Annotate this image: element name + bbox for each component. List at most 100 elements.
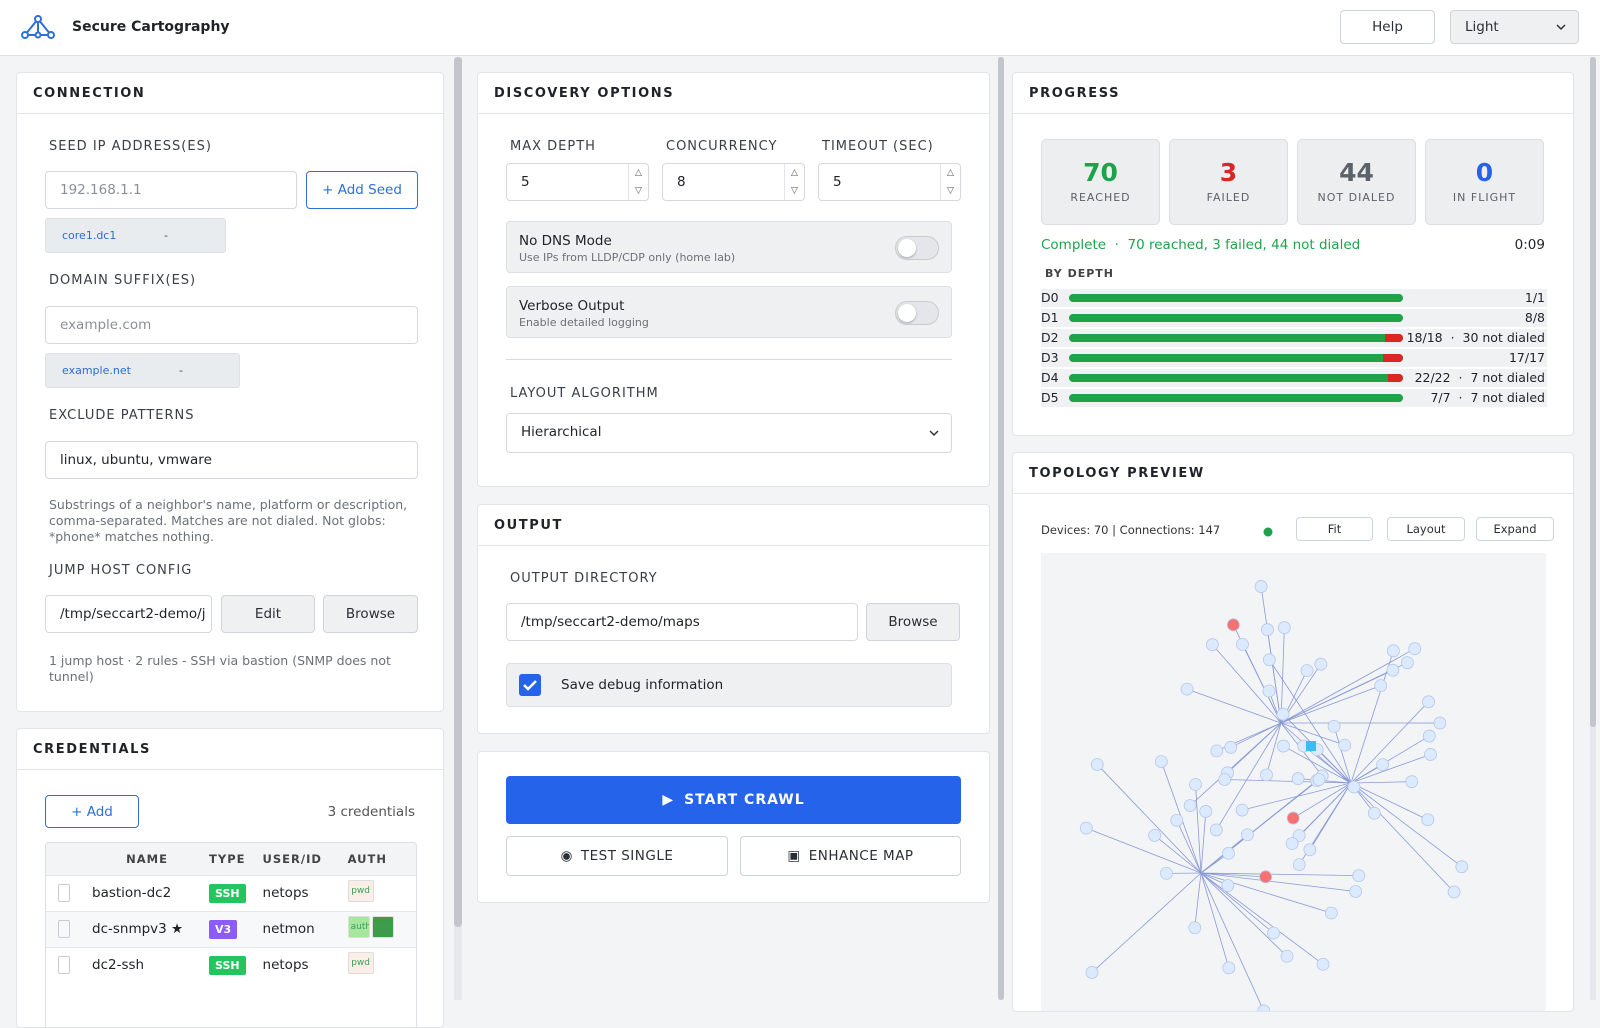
topology-edge — [1351, 782, 1412, 783]
topology-node — [1267, 927, 1279, 939]
topology-node — [1223, 962, 1235, 974]
header: Secure Cartography Help Light — [0, 0, 1600, 56]
number-input[interactable]: 5△▽ — [506, 163, 649, 201]
topology-node — [1277, 708, 1289, 720]
jump-input[interactable]: /tmp/seccart2-demo/j — [45, 595, 212, 633]
theme-select[interactable]: Light — [1450, 10, 1579, 44]
depth-bar — [1069, 374, 1403, 382]
topology-node — [1206, 639, 1218, 651]
scroll-thumb[interactable] — [998, 57, 1004, 1000]
topology-node — [1260, 871, 1272, 883]
credential-name: dc2-ssh — [86, 947, 208, 983]
browse-button[interactable]: Browse — [323, 595, 418, 633]
checkbox[interactable] — [519, 674, 541, 696]
topology-edge — [1097, 764, 1201, 873]
row-checkbox[interactable] — [58, 884, 70, 902]
topology-canvas[interactable] — [1041, 553, 1546, 1012]
topology-node — [1353, 870, 1365, 882]
scrollbar[interactable] — [998, 57, 1004, 1000]
topology-edge — [1351, 736, 1429, 783]
jump-status: 1 jump host · 2 rules - SSH via bastion … — [49, 653, 414, 685]
depth-label: D1 — [1041, 310, 1059, 325]
row-checkbox[interactable] — [58, 920, 70, 938]
topology-node — [1328, 720, 1340, 732]
layout-button[interactable]: Layout — [1387, 517, 1465, 541]
depth-text: 18/18 · 30 not dialed — [1407, 330, 1545, 345]
add-seed-button[interactable]: + Add Seed — [306, 171, 418, 209]
spinner[interactable]: △▽ — [784, 164, 804, 201]
toggle-label: No DNS Mode — [519, 233, 612, 249]
auth-badge: auth — [348, 916, 370, 938]
topology-edge — [1351, 702, 1429, 783]
chip-remove[interactable]: - — [164, 229, 168, 242]
scroll-thumb[interactable] — [454, 57, 462, 927]
toggle-switch[interactable] — [895, 236, 939, 260]
add-credential-button[interactable]: + Add — [45, 795, 139, 828]
topology-edge — [1281, 649, 1415, 723]
depth-bar-failed — [1388, 374, 1403, 382]
topology-edge — [1351, 783, 1462, 867]
chip-remove[interactable]: - — [179, 364, 183, 377]
chip-label: example.net — [62, 364, 131, 377]
scrollbar[interactable] — [1590, 57, 1596, 1000]
depth-label: D5 — [1041, 390, 1059, 405]
row-checkbox[interactable] — [58, 956, 70, 974]
topology-edge — [1281, 670, 1393, 723]
credential-name: dc-snmpv3 ★ — [86, 911, 208, 947]
edit-button[interactable]: Edit — [221, 595, 315, 633]
label: JUMP HOST CONFIG — [49, 563, 192, 578]
topology-node — [1281, 950, 1293, 962]
domain-input[interactable]: example.com — [45, 306, 418, 344]
topology-node — [1387, 664, 1399, 676]
toggle-label: Verbose Output — [519, 298, 624, 314]
browse-button[interactable]: Browse — [866, 603, 960, 641]
seed-input[interactable]: 192.168.1.1 — [45, 171, 297, 209]
fit-button[interactable]: Fit — [1296, 517, 1373, 541]
start-crawl-button[interactable]: ▶START CRAWL — [506, 776, 961, 824]
panel-title: CREDENTIALS — [17, 729, 443, 770]
scrollbar[interactable] — [454, 57, 462, 1000]
output-dir-input[interactable]: /tmp/seccart2-demo/maps — [506, 603, 858, 641]
depth-label: D2 — [1041, 330, 1059, 345]
topology-hub — [1306, 741, 1316, 751]
spinner[interactable]: △▽ — [940, 164, 960, 201]
topology-node — [1255, 581, 1267, 593]
output-panel: OUTPUT OUTPUT DIRECTORY /tmp/seccart2-de… — [477, 504, 990, 734]
button-label: TEST SINGLE — [581, 848, 674, 864]
stat-value: 44 — [1298, 158, 1415, 187]
connection-panel: CONNECTION SEED IP ADDRESS(ES) 192.168.1… — [16, 72, 444, 712]
enhance-map-button[interactable]: ▣ENHANCE MAP — [740, 836, 961, 876]
theme-value: Light — [1465, 19, 1499, 35]
layout-select[interactable]: Hierarchical — [506, 413, 952, 453]
topology-node — [1223, 847, 1235, 859]
label: SEED IP ADDRESS(ES) — [49, 139, 212, 154]
page: Secure Cartography Help Light CONNECTION… — [0, 0, 1600, 1000]
scroll-thumb[interactable] — [1590, 57, 1596, 727]
topology-node — [1387, 645, 1399, 657]
exclude-input[interactable]: linux, ubuntu, vmware — [45, 441, 418, 479]
auth-badge: priv — [372, 916, 394, 938]
credential-user: netops — [262, 947, 347, 983]
toggle-switch[interactable] — [895, 301, 939, 325]
spinner[interactable]: △▽ — [628, 164, 648, 201]
credential-user: netmon — [262, 911, 347, 947]
expand-button[interactable]: Expand — [1476, 517, 1554, 541]
number-input[interactable]: 8△▽ — [662, 163, 805, 201]
number-input[interactable]: 5△▽ — [818, 163, 961, 201]
topology-info: Devices: 70 | Connections: 147 — [1041, 523, 1220, 537]
topology-node — [1406, 776, 1418, 788]
topology-node — [1190, 778, 1202, 790]
help-button[interactable]: Help — [1340, 10, 1435, 44]
test-single-button[interactable]: ◉TEST SINGLE — [506, 836, 728, 876]
toggle-row: No DNS Mode Use IPs from LLDP/CDP only (h… — [506, 221, 952, 273]
toggle-sub: Use IPs from LLDP/CDP only (home lab) — [519, 251, 735, 264]
debug-checkbox-row[interactable]: Save debug information — [506, 663, 952, 707]
label: MAX DEPTH — [510, 139, 596, 154]
topology-edge — [1201, 873, 1323, 964]
section-label: BY DEPTH — [1045, 267, 1114, 280]
